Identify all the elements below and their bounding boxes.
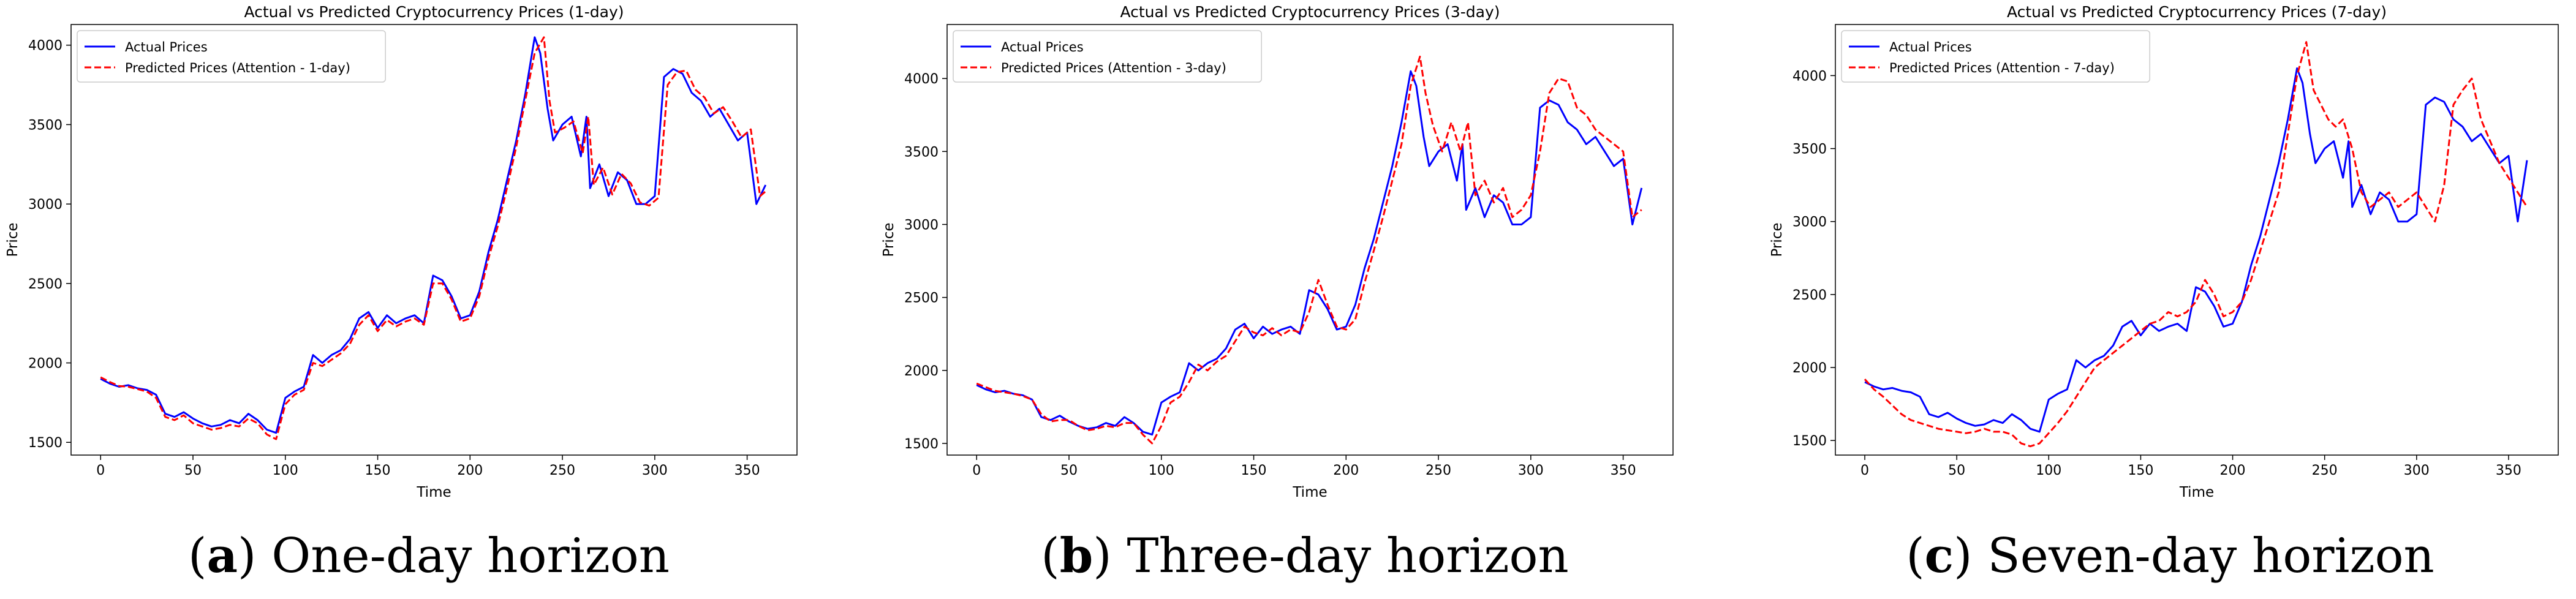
y-tick-label: 2000 (904, 364, 939, 379)
legend-box (1841, 30, 2150, 83)
y-tick-label: 2500 (1792, 288, 1827, 303)
y-axis-label: Price (1769, 222, 1785, 257)
legend-label: Actual Prices (1889, 40, 1972, 55)
legend-box (953, 30, 1262, 83)
x-tick-label: 350 (2496, 463, 2521, 478)
x-tick-label: 0 (96, 463, 105, 478)
x-tick-label: 150 (365, 463, 391, 478)
x-tick-label: 200 (1333, 463, 1359, 478)
y-tick-label: 3000 (1792, 215, 1827, 230)
y-tick-label: 4000 (28, 39, 62, 54)
x-tick-label: 300 (1518, 463, 1544, 478)
y-tick-label: 2500 (904, 291, 939, 306)
y-tick-label: 3500 (904, 145, 939, 160)
y-tick-label: 1500 (28, 435, 62, 451)
predicted-prices-line (976, 55, 1642, 445)
legend-label: Predicted Prices (Attention - 1-day) (125, 61, 350, 75)
panel-three-day: Actual vs Predicted Cryptocurrency Price… (876, 0, 1734, 599)
predicted-prices-line (100, 36, 766, 440)
caption-letter: a (206, 528, 238, 584)
actual-prices-line (976, 70, 1643, 436)
legend-label: Actual Prices (125, 40, 208, 55)
legend-label: Predicted Prices (Attention - 3-day) (1001, 61, 1226, 75)
chart-title: Actual vs Predicted Cryptocurrency Price… (1120, 3, 1500, 21)
y-tick-label: 3500 (1792, 142, 1827, 157)
legend-label: Predicted Prices (Attention - 7-day) (1889, 61, 2115, 75)
y-tick-label: 1500 (1792, 434, 1827, 449)
chart-one-day: Actual vs Predicted Cryptocurrency Price… (5, 3, 798, 500)
y-tick-label: 2000 (1792, 361, 1827, 376)
x-tick-label: 250 (2312, 463, 2338, 478)
y-tick-label: 4000 (1792, 69, 1827, 84)
x-tick-label: 200 (2220, 463, 2246, 478)
x-tick-label: 350 (1611, 463, 1636, 478)
legend-box (77, 30, 386, 83)
x-tick-label: 250 (1426, 463, 1451, 478)
predicted-prices-line (1864, 41, 2528, 448)
legend: Actual Prices Predicted Prices (Attention… (1841, 30, 2150, 83)
legend: Actual Prices Predicted Prices (Attention… (953, 30, 1262, 83)
panel-seven-day: Actual vs Predicted Cryptocurrency Price… (1764, 0, 2576, 599)
y-tick-label: 3000 (28, 197, 62, 213)
x-tick-label: 50 (1060, 463, 1078, 478)
legend-label: Actual Prices (1001, 40, 1084, 55)
series-group (100, 36, 767, 440)
chart-title: Actual vs Predicted Cryptocurrency Price… (2007, 3, 2387, 21)
chart-title: Actual vs Predicted Cryptocurrency Price… (244, 3, 624, 21)
y-tick-label: 1500 (904, 437, 939, 452)
caption-seven-day: (c) Seven-day horizon (1906, 528, 2434, 584)
x-tick-label: 100 (2036, 463, 2061, 478)
x-tick-label: 200 (457, 463, 483, 478)
x-tick-label: 100 (1149, 463, 1174, 478)
y-tick-label: 4000 (904, 72, 939, 87)
series-group (976, 55, 1643, 445)
caption-one-day: (a) One-day horizon (188, 528, 670, 584)
y-tick-label: 2500 (28, 277, 62, 292)
caption-text: Three-day horizon (1127, 529, 1569, 584)
chart-seven-day: Actual vs Predicted Cryptocurrency Price… (1769, 3, 2559, 500)
caption-text: Seven-day horizon (1987, 529, 2434, 584)
caption-three-day: (b) Three-day horizon (1041, 528, 1569, 584)
x-tick-label: 150 (1241, 463, 1267, 478)
x-tick-label: 0 (972, 463, 981, 478)
x-tick-label: 300 (642, 463, 668, 478)
x-tick-label: 50 (1948, 463, 1965, 478)
plot-frame (70, 24, 798, 456)
y-tick-label: 3000 (904, 217, 939, 233)
y-tick-label: 3500 (28, 118, 62, 133)
x-tick-label: 0 (1860, 463, 1869, 478)
panel-one-day: Actual vs Predicted Cryptocurrency Price… (0, 0, 858, 599)
legend: Actual Prices Predicted Prices (Attention… (77, 30, 386, 83)
actual-prices-line (100, 36, 767, 434)
y-axis-label: Price (5, 222, 21, 257)
actual-prices-line (1864, 67, 2528, 433)
x-tick-label: 300 (2404, 463, 2430, 478)
plot-frame (1835, 24, 2559, 456)
y-tick-label: 2000 (28, 356, 62, 372)
caption-text: One-day horizon (271, 529, 670, 584)
x-tick-label: 250 (550, 463, 575, 478)
caption-letter: c (1924, 528, 1954, 584)
x-tick-label: 150 (2128, 463, 2153, 478)
x-axis-label: Time (416, 484, 451, 500)
series-group (1864, 41, 2528, 448)
plot-frame (946, 24, 1674, 456)
x-tick-label: 350 (735, 463, 760, 478)
caption-letter: b (1059, 528, 1093, 584)
x-tick-label: 50 (184, 463, 202, 478)
x-axis-label: Time (2179, 484, 2214, 500)
y-axis-label: Price (881, 222, 897, 257)
chart-three-day: Actual vs Predicted Cryptocurrency Price… (881, 3, 1674, 500)
x-tick-label: 100 (273, 463, 298, 478)
x-axis-label: Time (1292, 484, 1327, 500)
